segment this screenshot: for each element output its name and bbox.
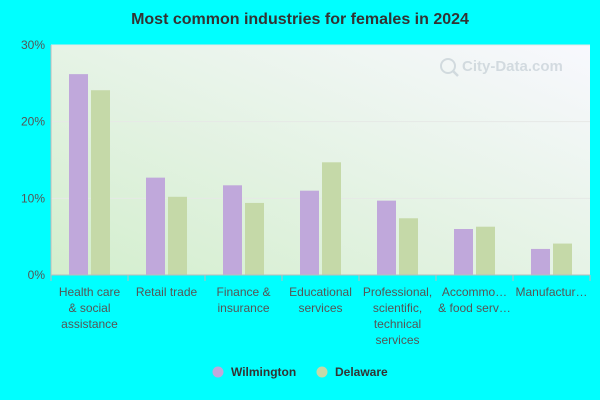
x-tick-label: Professional, scientific, technical service…	[363, 285, 432, 347]
bar-delaware	[476, 226, 495, 275]
magnifier-handle	[452, 70, 459, 77]
bar-delaware	[553, 243, 572, 275]
bar-wilmington	[377, 200, 396, 275]
bar-wilmington	[531, 248, 550, 275]
x-tick-label: Finance & insurance	[216, 285, 270, 315]
bar-delaware	[322, 162, 341, 275]
bar-delaware	[245, 202, 264, 275]
legend-marker-delaware	[316, 366, 328, 378]
axes: 0% 10% 20% 30%	[21, 38, 591, 282]
watermark-logo: City-Data.com	[440, 58, 563, 77]
y-tick-label: 10%	[21, 191, 45, 205]
bar-wilmington	[300, 190, 319, 275]
y-tick-label: 0%	[28, 268, 46, 282]
legend-marker-wilmington	[212, 366, 224, 378]
bars	[69, 74, 572, 275]
x-tick-label: Educational services	[289, 285, 352, 315]
legend-label-delaware: Delaware	[335, 365, 388, 379]
chart-title: Most common industries for females in 20…	[131, 11, 469, 28]
y-tick-label: 20%	[21, 115, 45, 129]
watermark-text: City-Data.com	[462, 58, 563, 75]
grid-lines	[51, 44, 590, 199]
bar-delaware	[168, 196, 187, 275]
x-tick-label: Retail trade	[136, 285, 198, 299]
bar-wilmington	[146, 177, 165, 275]
x-tick-label: Health care & social assistance	[59, 285, 121, 331]
bar-wilmington	[69, 74, 88, 275]
x-tick-label: Manufactur…	[515, 285, 587, 299]
plot-area	[51, 45, 590, 275]
legend-label-wilmington: Wilmington	[231, 365, 296, 379]
bar-wilmington	[223, 185, 242, 275]
watermark: City-Data.com	[440, 58, 563, 77]
bar-delaware	[399, 218, 418, 275]
legend: Wilmington Delaware	[212, 365, 388, 379]
x-tick-labels: Health care & social assistance Retail trad…	[59, 285, 588, 347]
x-tick-label: Accommo… & food serv…	[438, 285, 511, 315]
magnifier-icon	[440, 58, 456, 74]
bar-wilmington	[454, 229, 473, 275]
y-tick-label: 30%	[21, 38, 45, 52]
bar-delaware	[91, 90, 110, 275]
